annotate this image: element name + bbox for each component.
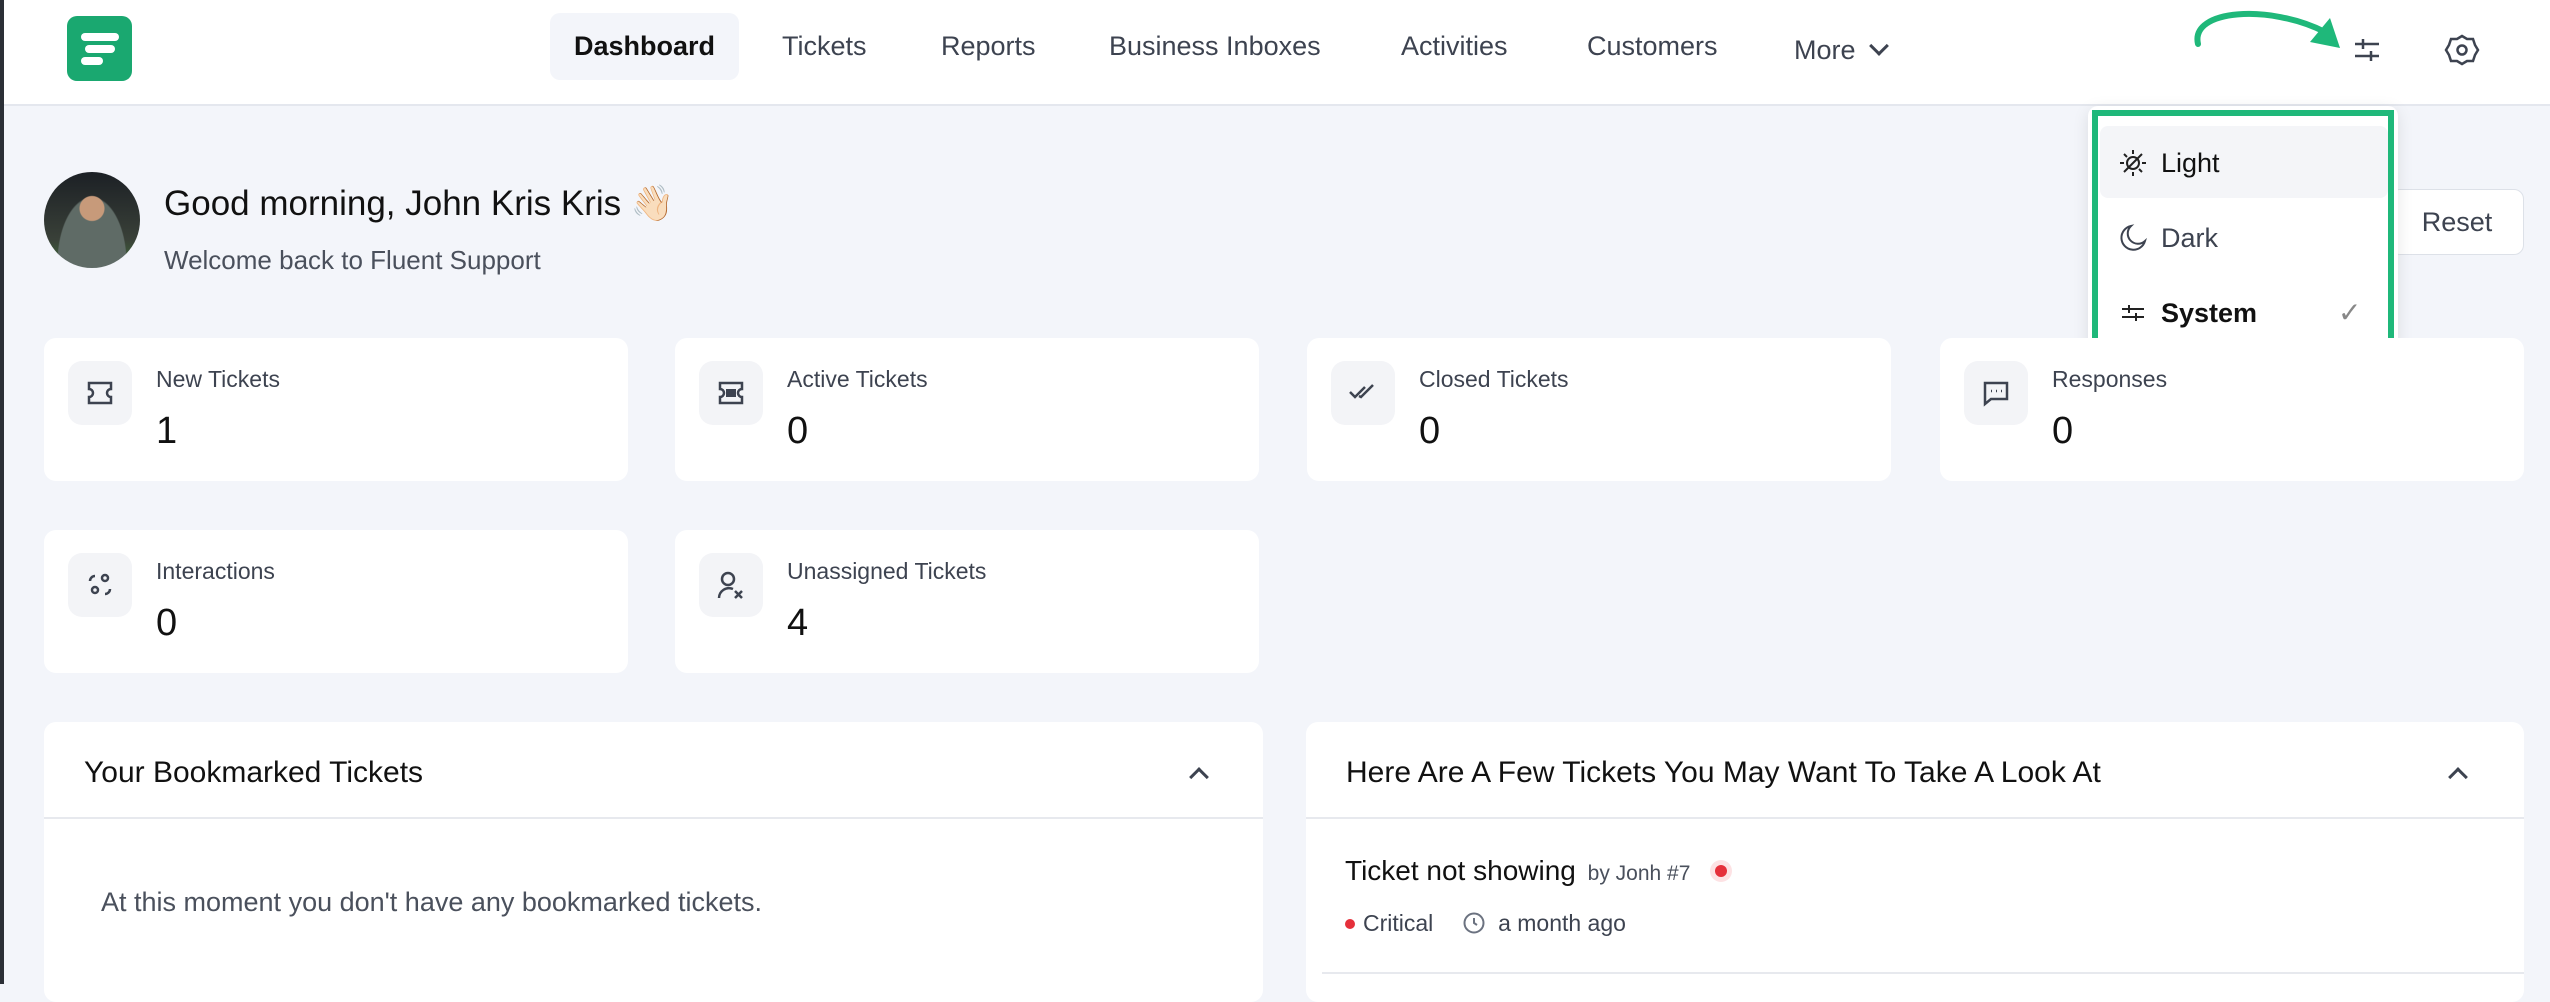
ticket-icon [68,361,132,425]
nav-reports[interactable]: Reports [941,31,1036,61]
stat-value: 0 [2052,410,2074,452]
greeting-title: Good morning, John Kris Kris 👋🏻 [164,183,674,224]
unread-indicator [1710,860,1733,882]
theme-option-light[interactable]: Light [2100,126,2388,198]
greeting-text: Good morning, John Kris Kris [164,184,622,223]
chat-icon [1964,361,2028,425]
empty-state-text: At this moment you don't have any bookma… [101,887,762,917]
ticket-time: a month ago [1498,910,1626,936]
bookmarked-tickets-panel: Your Bookmarked Tickets At this moment y… [44,722,1263,1002]
moon-icon [2120,224,2147,251]
stat-value: 4 [787,602,809,644]
nav-customers[interactable]: Customers [1587,31,1718,61]
greeting-subtitle: Welcome back to Fluent Support [164,245,541,275]
nav-more[interactable]: More [1770,17,1910,84]
nav-dashboard[interactable]: Dashboard [550,13,740,80]
divider [44,817,1263,819]
clock-icon [1463,912,1485,934]
ticket-item[interactable]: Ticket not showing by Jonh #7 [1345,855,1733,887]
fluent-support-logo[interactable] [67,16,132,81]
stat-card-responses[interactable]: Responses 0 [1940,338,2524,481]
ticket-meta: Critical a month ago [1345,910,1626,937]
stat-card-new-tickets[interactable]: New Tickets 1 [44,338,628,481]
theme-option-system[interactable]: System ✓ [2100,276,2388,348]
sliders-icon [2122,305,2144,321]
stat-card-closed-tickets[interactable]: Closed Tickets 0 [1307,338,1891,481]
panel-title: Your Bookmarked Tickets [84,756,424,789]
stat-label: Interactions [156,558,275,584]
stat-value: 0 [1419,410,1441,452]
theme-option-label: Light [2161,148,2220,178]
user-x-icon [699,553,763,617]
stat-value: 0 [156,602,178,644]
ticket-title[interactable]: Ticket not showing [1345,855,1576,886]
stat-label: Responses [2052,366,2168,392]
nav-activities[interactable]: Activities [1401,31,1508,61]
divider [1306,817,2524,819]
reset-button[interactable]: Reset [2390,189,2524,255]
nav-more-label: More [1794,35,1856,65]
green-arrow-annotation [2194,10,2340,48]
interactions-icon [68,553,132,617]
sun-icon [2120,150,2146,176]
priority-dot [1345,919,1355,929]
theme-option-dark[interactable]: Dark [2100,201,2388,273]
stat-card-unassigned-tickets[interactable]: Unassigned Tickets 4 [675,530,1259,673]
stat-label: New Tickets [156,366,280,392]
chevron-up-icon[interactable] [1189,767,1209,787]
ticket-author: by Jonh #7 [1587,862,1691,885]
theme-option-label: System [2161,298,2258,328]
stat-card-active-tickets[interactable]: Active Tickets 0 [675,338,1259,481]
gear-icon[interactable] [2442,30,2482,70]
chevron-down-icon [1868,36,1889,56]
stat-label: Closed Tickets [1419,366,1569,392]
suggested-tickets-panel: Here Are A Few Tickets You May Want To T… [1306,722,2524,1002]
divider [1322,972,2524,974]
ticket-priority: Critical [1363,910,1434,936]
double-check-icon [1331,361,1395,425]
theme-option-label: Dark [2161,223,2219,253]
top-bar [4,0,2550,106]
nav-business-inboxes[interactable]: Business Inboxes [1109,31,1321,61]
waving-hand-emoji: 👋🏻 [630,184,675,223]
stat-label: Active Tickets [787,366,928,392]
stat-value: 0 [787,410,809,452]
chevron-up-icon[interactable] [2448,767,2468,787]
window-edge [0,0,4,984]
stat-value: 1 [156,410,178,452]
active-ticket-icon [699,361,763,425]
theme-sliders-icon[interactable] [2347,30,2387,70]
panel-title: Here Are A Few Tickets You May Want To T… [1346,756,2101,789]
nav-tickets[interactable]: Tickets [782,31,867,61]
user-avatar[interactable] [44,172,140,268]
checkmark-icon: ✓ [2338,297,2362,328]
stat-label: Unassigned Tickets [787,558,987,584]
stat-card-interactions[interactable]: Interactions 0 [44,530,628,673]
